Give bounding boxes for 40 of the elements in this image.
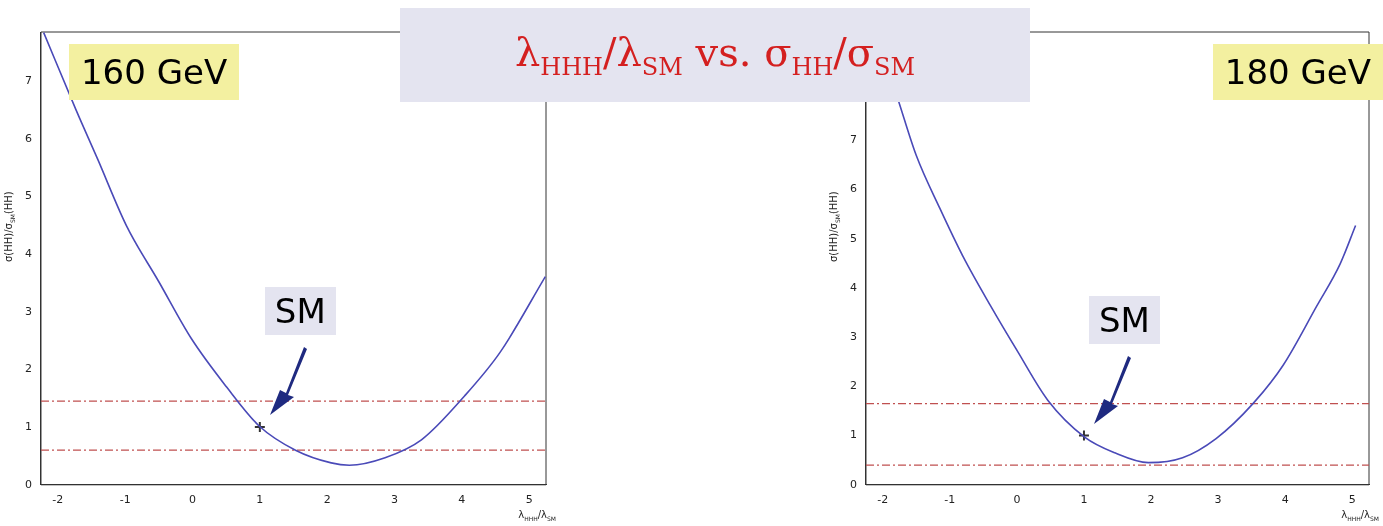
y-tick-label: 7 — [25, 73, 32, 87]
x-tick-label: 5 — [1348, 493, 1356, 507]
y-tick-label: 1 — [850, 428, 857, 442]
x-tick-label: 4 — [458, 493, 466, 507]
y-tick-label: 6 — [850, 182, 857, 196]
x-tick-label: 3 — [1214, 493, 1222, 507]
x-tick-label: -1 — [119, 493, 131, 507]
y-tick-label: 2 — [25, 362, 32, 376]
title-box: λ$_{HHH}$/λ$_{SM}$ vs. σ$_{HH}$/σ$_{SM}$ — [400, 8, 1030, 102]
x-tick-label: 2 — [1147, 493, 1155, 507]
x-tick-label: 1 — [256, 493, 264, 507]
annotation: SM — [264, 287, 336, 336]
x-tick-label: 0 — [189, 493, 196, 507]
x-axis-title: λ$_{HHH}$/λ$_{SM}$ — [1341, 508, 1379, 522]
x-tick-label: -1 — [944, 493, 956, 507]
text: 180 GeV — [1212, 44, 1383, 100]
x-tick-label: 2 — [323, 493, 331, 507]
y-tick-label: 4 — [850, 280, 857, 294]
x-axis-title: λ$_{HHH}$/λ$_{SM}$ — [518, 508, 556, 522]
y-tick-label: 1 — [25, 419, 32, 433]
line-series — [897, 99, 1357, 464]
y-tick-label: 4 — [25, 246, 32, 260]
y-tick-label: 6 — [25, 131, 32, 145]
y-tick-label: 0 — [25, 477, 32, 491]
annotation: SM — [1088, 295, 1160, 344]
y-tick-label: 5 — [850, 231, 857, 245]
y-tick-label: 3 — [25, 304, 32, 318]
x-tick-label: -2 — [52, 493, 64, 507]
x-tick-label: 1 — [1080, 493, 1088, 507]
x-tick-label: 4 — [1281, 493, 1289, 507]
y-tick-label: 2 — [850, 379, 857, 393]
y-tick-label: 3 — [850, 330, 857, 344]
text: 160 GeV — [68, 44, 240, 100]
x-tick-label: 5 — [525, 493, 533, 507]
y-tick-label: 0 — [850, 477, 857, 491]
y-tick-label: 5 — [25, 189, 32, 203]
y-tick-label: 7 — [850, 133, 857, 147]
x-tick-label: 0 — [1013, 493, 1021, 507]
x-tick-label: 3 — [391, 493, 398, 507]
x-tick-label: -2 — [877, 493, 889, 507]
